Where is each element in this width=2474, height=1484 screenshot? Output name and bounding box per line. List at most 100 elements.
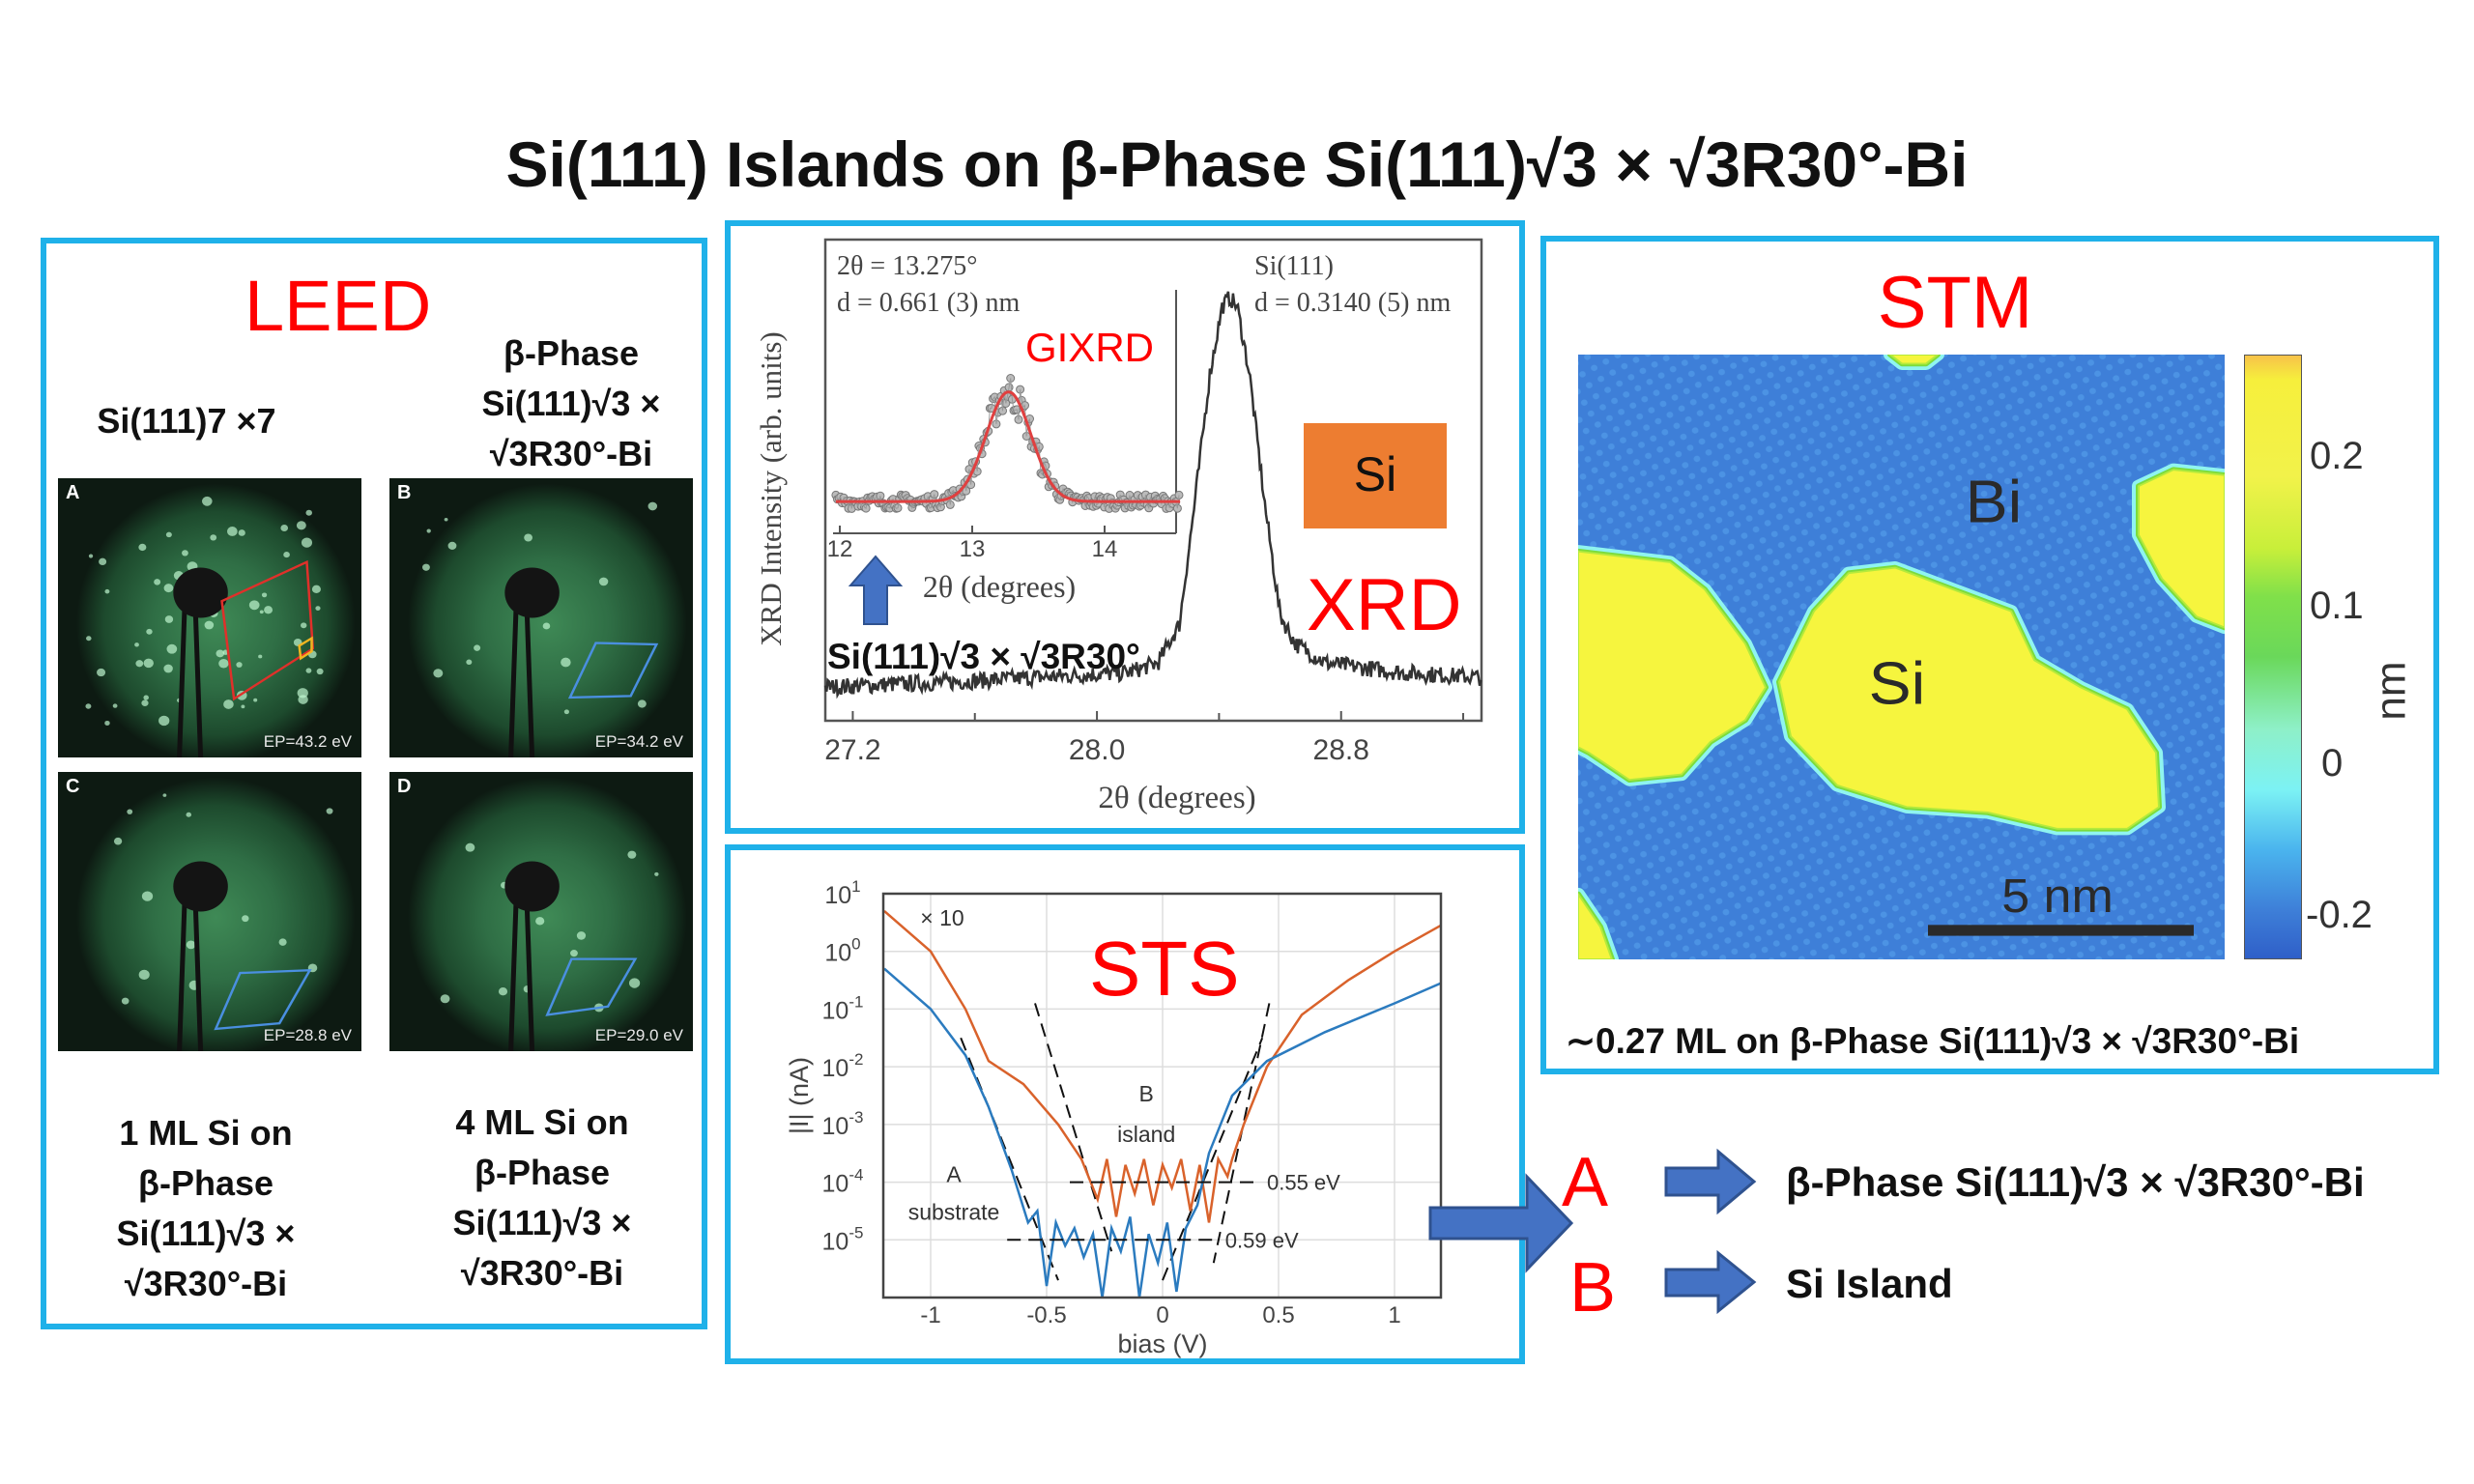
label-line: Si(111)√3 × [452, 1203, 632, 1242]
unit-cell-sqrt3 [214, 968, 312, 1031]
diffraction-spot [261, 592, 268, 598]
diffraction-spot [264, 606, 273, 614]
peak-annotation-label: Si(111) [1254, 251, 1334, 281]
si-island [2138, 469, 2225, 629]
diffraction-spot [576, 931, 587, 940]
gaussian-fit-curve [835, 390, 1181, 503]
legend-letter-a: A [1562, 1144, 1609, 1221]
si-island [1889, 355, 1939, 365]
leed-label-b: β-Phase Si(111)√3 × √3R30°-Bi [460, 328, 682, 479]
scale-bar [1928, 925, 2194, 936]
leed-image-c: C EP=28.8 eV [58, 772, 361, 1051]
beam-energy: EP=43.2 eV [263, 732, 352, 751]
diffraction-spot [186, 940, 196, 950]
sts-panel [725, 844, 1525, 1364]
diffraction-spot [647, 501, 658, 511]
legend-text-b: Si Island [1786, 1261, 1953, 1306]
unit-cell-sqrt3 [567, 642, 659, 699]
diffraction-spot [223, 699, 234, 709]
diffraction-spot [305, 509, 312, 516]
leed-image-a: A EP=43.2 eV [58, 478, 361, 757]
diffraction-spot [141, 891, 154, 901]
diffraction-spot [97, 668, 106, 677]
image-letter: B [397, 482, 412, 503]
diffraction-spot [628, 978, 641, 988]
diffraction-spot [598, 577, 609, 586]
x-tick-label: 28.0 [1069, 734, 1125, 766]
label-line: Si(111)√3 × [116, 1213, 296, 1253]
peak-annotation-d: d = 0.3140 (5) nm [1254, 288, 1451, 318]
diffraction-spot [465, 842, 475, 852]
x-tick-label: 0.5 [1262, 1302, 1294, 1328]
label-line: Si(111)√3 × [481, 384, 661, 423]
diffraction-spot [301, 622, 307, 629]
diffraction-spot [444, 517, 448, 522]
right-arrow-icon-a [1664, 1148, 1757, 1215]
sts-annotation: B [1139, 1081, 1154, 1106]
sts-annotation: A [946, 1162, 962, 1187]
diffraction-spot [248, 600, 260, 611]
stm-heading: STM [1877, 262, 2033, 344]
label-line: β-Phase [137, 1163, 274, 1203]
diffraction-spot [563, 709, 569, 715]
xrd-ylabel: XRD Intensity (arb. units) [754, 331, 788, 645]
diffraction-spot [216, 649, 225, 658]
xrd-frame [823, 238, 1483, 723]
diffraction-spot [259, 610, 264, 614]
diffraction-spot [474, 644, 481, 651]
sts-ylabel: |I| (nA) [785, 1057, 814, 1134]
leed-label-a: Si(111)7 ×7 [97, 401, 276, 441]
diffraction-spot [166, 643, 178, 654]
y-tick-exponent: -4 [849, 1166, 863, 1184]
diffraction-spot [121, 997, 129, 1005]
label-line: √3R30°-Bi [489, 434, 653, 473]
legend-text-a: β-Phase Si(111)√3 × √3R30°-Bi [1786, 1159, 2365, 1205]
diffraction-spot [158, 715, 170, 727]
stm-label-bi: Bi [1966, 468, 2023, 535]
diffraction-spot [447, 541, 457, 550]
diffraction-spot [311, 585, 321, 594]
label-line: 4 ML Si on [455, 1102, 629, 1142]
y-tick-exponent: -5 [849, 1223, 863, 1241]
unit-cell-1x1 [298, 636, 313, 661]
xrd-inset-xlabel: 2θ (degrees) [923, 569, 1076, 604]
electron-gun [504, 567, 560, 618]
diffraction-spot [426, 528, 431, 533]
stm-caption: ∼0.27 ML on β-Phase Si(111)√3 × √3R30°-B… [1566, 1021, 2300, 1061]
colorbar-tick: 0 [2321, 742, 2344, 785]
leed-pattern-a [85, 496, 324, 757]
legend-letter-b: B [1569, 1249, 1617, 1327]
diffraction-spots [113, 793, 333, 1005]
diffraction-spot [433, 669, 444, 678]
leed-label-d: 4 ML Si on β-Phase Si(111)√3 × √3R30°-Bi [421, 1098, 663, 1298]
inset-annotation-angle: 2θ = 13.275° [837, 251, 977, 281]
diffraction-spot [466, 659, 473, 666]
diffraction-spot [135, 660, 144, 668]
image-letter: C [66, 776, 80, 797]
gap-label: 0.59 eV [1225, 1228, 1299, 1252]
diffraction-spot [238, 529, 245, 536]
leed-pattern-d [440, 842, 659, 1051]
scale-bar-label: 5 nm [2001, 870, 2114, 923]
x-tick-label: -1 [920, 1302, 940, 1328]
unit-cell-sqrt3 [545, 957, 638, 1016]
si-badge-label: Si [1354, 447, 1396, 501]
diffraction-spot [301, 537, 313, 548]
x-tick-label: -0.5 [1026, 1302, 1066, 1328]
diffraction-spot [204, 620, 215, 630]
diffraction-spot [296, 521, 306, 530]
leed-image-d: D EP=29.0 eV [389, 772, 693, 1051]
diffraction-spot [236, 662, 243, 668]
image-letter: A [66, 482, 80, 503]
diffraction-spot [315, 606, 321, 611]
x-tick-label: 1 [1388, 1302, 1400, 1328]
xrd-main-curve [823, 291, 1482, 699]
sts-annotation: substrate [908, 1199, 1000, 1224]
xrd-xlabel: 2θ (degrees) [1098, 781, 1255, 815]
label-line: √3R30°-Bi [124, 1264, 288, 1303]
up-arrow-icon [848, 555, 904, 625]
diffraction-spot [85, 703, 92, 709]
